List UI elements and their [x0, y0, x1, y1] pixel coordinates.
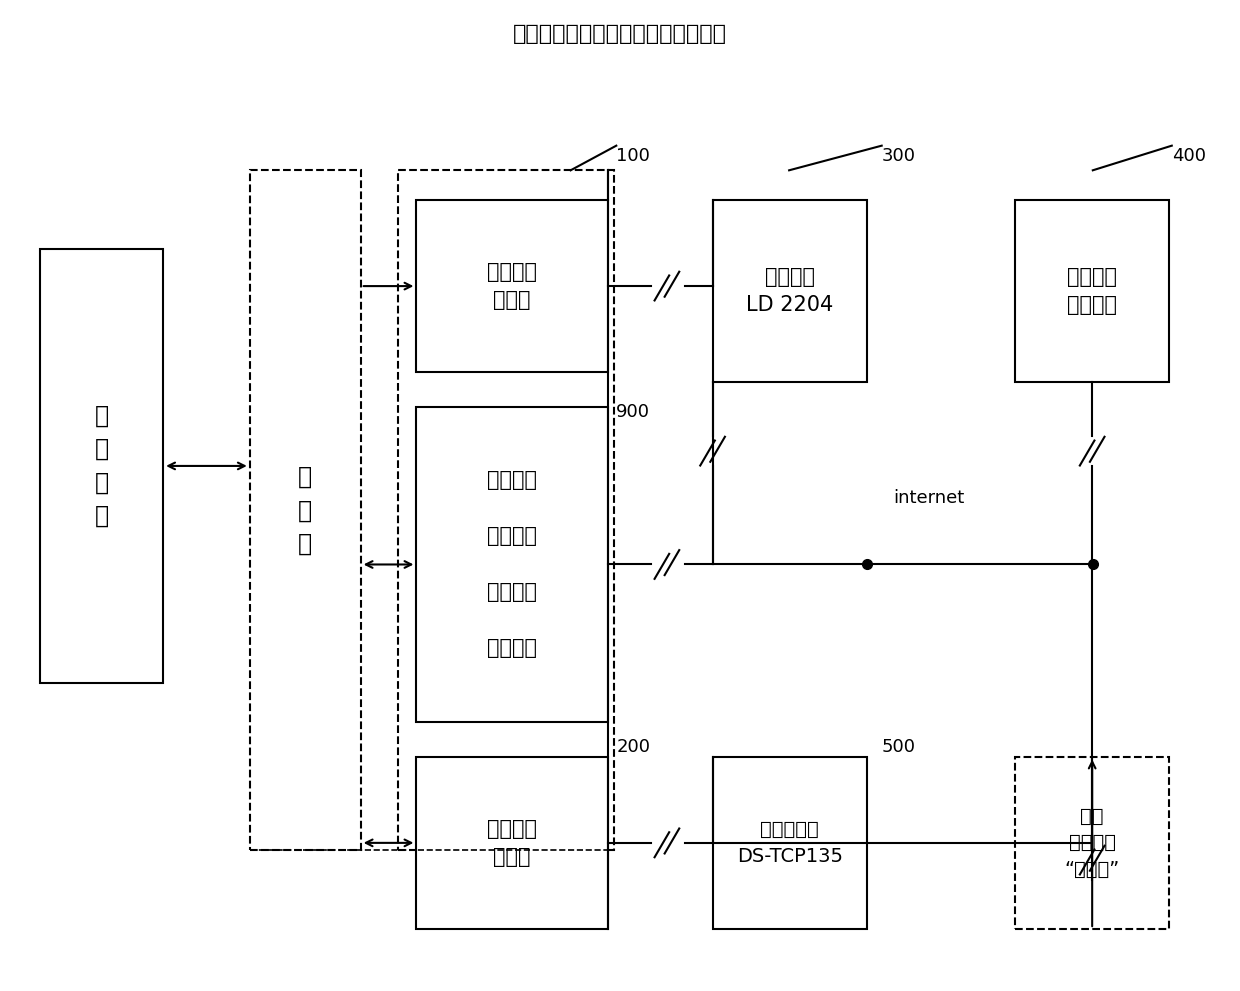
Text: 地感线圈
LD 2204: 地感线圈 LD 2204	[746, 267, 833, 315]
Text: 100: 100	[616, 147, 650, 165]
Text: 200: 200	[616, 737, 650, 756]
Bar	[40, 249, 164, 683]
Bar	[1016, 200, 1169, 383]
Bar	[417, 407, 608, 722]
Text: 交
换
机: 交 换 机	[298, 465, 312, 556]
Bar	[398, 170, 614, 850]
Text: 出口管控
子系统: 出口管控 子系统	[487, 819, 537, 867]
Text: 900: 900	[616, 402, 650, 421]
Text: 消防
疏散逃生
“流光器”: 消防 疏散逃生 “流光器”	[1065, 807, 1120, 879]
Text: 停车引导反向寻车和出场引导的系统: 停车引导反向寻车和出场引导的系统	[513, 25, 727, 45]
Bar	[417, 757, 608, 930]
Bar	[1016, 757, 1169, 930]
Text: 超
市
主
机: 超 市 主 机	[94, 403, 109, 528]
Text: 入口管控
子系统: 入口管控 子系统	[487, 262, 537, 310]
Bar	[417, 200, 608, 373]
Text: 停车位摄像
DS-TCP135: 停车位摄像 DS-TCP135	[737, 821, 843, 865]
Bar	[713, 757, 867, 930]
Text: 300: 300	[882, 147, 915, 165]
Text: internet: internet	[893, 490, 965, 507]
Bar	[713, 200, 867, 383]
Text: 400: 400	[1172, 147, 1205, 165]
Text: 500: 500	[882, 737, 915, 756]
Text: 停车引导

反向寻车

出场引导

管控装置: 停车引导 反向寻车 出场引导 管控装置	[487, 471, 537, 658]
Text: 地面标线
空中标识: 地面标线 空中标识	[1068, 267, 1117, 315]
Bar	[249, 170, 361, 850]
